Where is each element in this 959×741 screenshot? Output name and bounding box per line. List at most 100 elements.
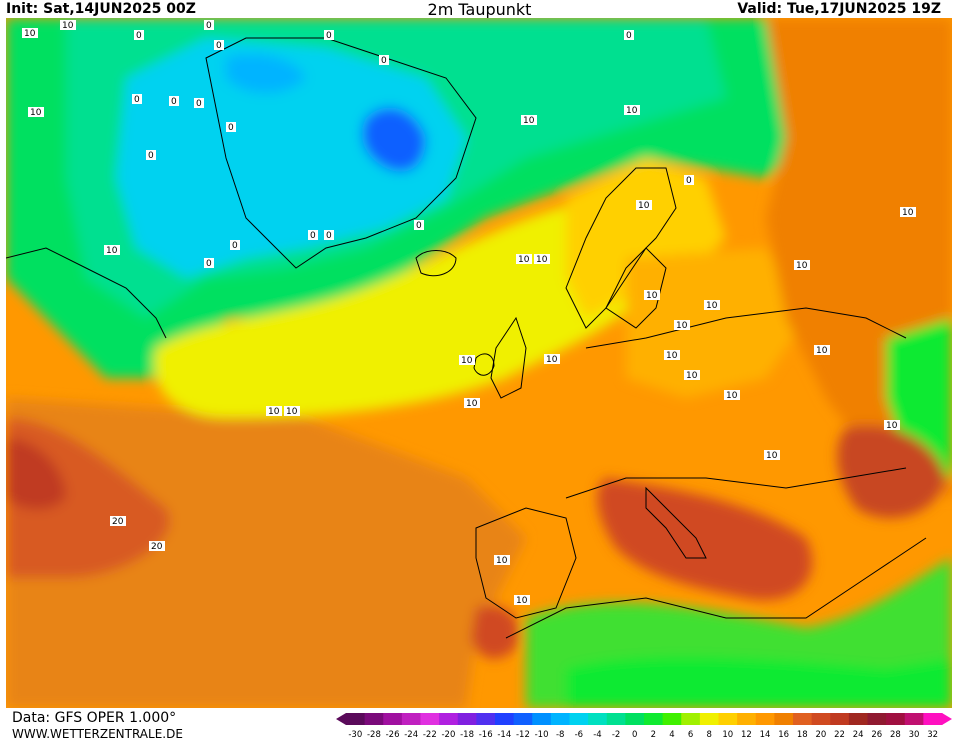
contour-label: 10 <box>459 355 475 366</box>
legend-tick-label: -2 <box>612 730 620 740</box>
contour-label-text: 10 <box>24 29 36 39</box>
contour-label: 0 <box>134 30 144 41</box>
contour-label-text: 10 <box>726 391 738 401</box>
color-scale-legend: -30 -28 -26 -24 -22 -20 -18 -16 -14 -12 -10 -8 -6 -4-… <box>336 713 952 740</box>
legend-tick-label: -10 <box>535 730 549 740</box>
contour-label-text: 0 <box>228 123 234 133</box>
contour-label: 10 <box>704 300 720 311</box>
contour-label: 10 <box>764 450 780 461</box>
contour-label-text: 0 <box>216 41 222 51</box>
legend-swatch <box>867 713 887 725</box>
legend-tick-label: 20 <box>816 730 827 740</box>
legend-swatch <box>848 713 868 725</box>
legend-tick-label: -24 <box>404 730 418 740</box>
contour-label-text: 10 <box>902 208 914 218</box>
contour-label: 0 <box>324 30 334 41</box>
contour-label: 10 <box>60 20 76 31</box>
legend-tick-label: 28 <box>890 730 901 740</box>
contour-label-text: 10 <box>638 201 650 211</box>
contour-label: 0 <box>194 98 204 109</box>
contour-label: 10 <box>266 406 282 417</box>
contour-label: 10 <box>624 105 640 116</box>
atlantic-hot-core <box>6 438 66 510</box>
greenland-cold-core <box>362 107 426 172</box>
legend-tick-label: 32 <box>927 730 938 740</box>
contour-label: 10 <box>544 354 560 365</box>
contour-label-text: 10 <box>686 371 698 381</box>
contour-label: 10 <box>514 595 530 606</box>
legend-tick-label: 8 <box>706 730 711 740</box>
contour-label-text: 0 <box>148 151 154 161</box>
contour-label-text: 10 <box>268 407 280 417</box>
legend-swatch <box>606 713 626 725</box>
contour-label: 10 <box>22 28 38 39</box>
legend-tick-label: -6 <box>575 730 583 740</box>
contour-label: 20 <box>149 541 165 552</box>
contour-label: 10 <box>674 320 690 331</box>
contour-label-text: 10 <box>516 596 528 606</box>
contour-label: 20 <box>110 516 126 527</box>
contour-label: 10 <box>636 200 652 211</box>
contour-label-text: 0 <box>326 231 332 241</box>
ireland-coast <box>473 353 495 376</box>
iceland-coast <box>415 250 457 277</box>
contour-label-text: 10 <box>286 407 298 417</box>
europe-border-north <box>585 307 907 349</box>
contour-label: 0 <box>624 30 634 41</box>
init-time-label: Init: Sat,14JUN2025 00Z <box>6 1 196 17</box>
legend-tick-label: -14 <box>497 730 511 740</box>
legend-tick-label: -12 <box>516 730 530 740</box>
legend-swatch <box>923 713 943 725</box>
east-europe-yellow <box>626 248 806 398</box>
legend-swatch <box>513 713 533 725</box>
contour-label: 10 <box>900 207 916 218</box>
legend-tick-label: -8 <box>556 730 564 740</box>
contour-label-text: 10 <box>496 556 508 566</box>
contour-label: 0 <box>226 122 236 133</box>
contour-label: 0 <box>204 258 214 269</box>
legend-tick-label: 22 <box>834 730 845 740</box>
contour-label: 10 <box>521 115 537 126</box>
legend-swatch <box>718 713 738 725</box>
legend-swatch <box>550 713 570 725</box>
contour-label-text: 0 <box>686 176 692 186</box>
legend-swatch <box>774 713 794 725</box>
legend-tick-label: -4 <box>593 730 601 740</box>
contour-label-text: 10 <box>546 355 558 365</box>
contour-label: 10 <box>516 254 532 265</box>
legend-tick-label: 26 <box>871 730 882 740</box>
atlantic-warm-area <box>6 398 526 708</box>
contour-label-text: 10 <box>666 351 678 361</box>
legend-swatch <box>532 713 552 725</box>
contour-label: 10 <box>884 420 900 431</box>
legend-swatch <box>625 713 645 725</box>
contour-label-text: 0 <box>206 21 212 31</box>
contour-label: 0 <box>169 96 179 107</box>
contour-label-text: 10 <box>706 301 718 311</box>
legend-tick-label: 6 <box>688 730 693 740</box>
legend-tick-label: 0 <box>632 730 637 740</box>
legend-swatch <box>476 713 496 725</box>
legend-tick-label: -26 <box>386 730 400 740</box>
baltic-coast <box>605 247 667 329</box>
labrador-coast <box>6 247 167 339</box>
contour-label-text: 0 <box>626 31 632 41</box>
contour-label: 10 <box>684 370 700 381</box>
contour-label: 10 <box>814 345 830 356</box>
contour-label-text: 10 <box>523 116 535 126</box>
contour-label: 10 <box>104 245 120 256</box>
europe-border-south <box>565 467 907 499</box>
legend-swatch <box>886 713 906 725</box>
contour-label-text: 0 <box>171 97 177 107</box>
legend-swatch <box>904 713 924 725</box>
legend-tick-label: -16 <box>479 730 493 740</box>
legend-tick-label: 2 <box>651 730 656 740</box>
legend-tick-label: 14 <box>760 730 771 740</box>
contour-label-text: 10 <box>796 261 808 271</box>
contour-label-text: 10 <box>816 346 828 356</box>
contour-label-text: 10 <box>646 291 658 301</box>
legend-tick-label: 12 <box>741 730 752 740</box>
contour-label-text: 10 <box>536 255 548 265</box>
legend-swatch <box>457 713 477 725</box>
